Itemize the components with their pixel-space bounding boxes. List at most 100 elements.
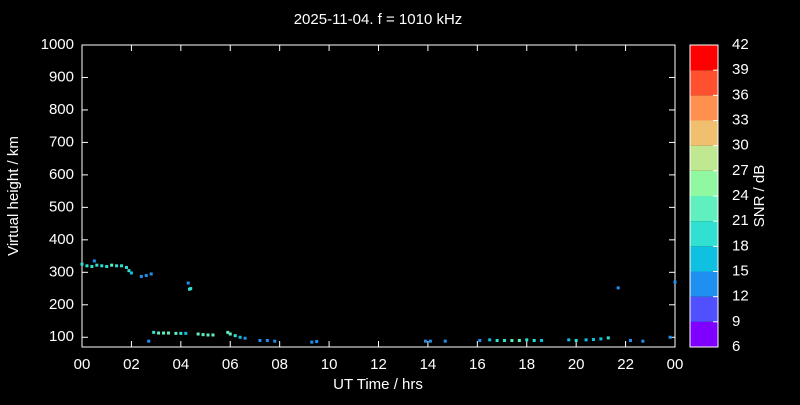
data-point bbox=[233, 334, 237, 338]
colorbar-band bbox=[690, 196, 718, 222]
x-tick-label: 06 bbox=[222, 356, 239, 373]
data-point bbox=[673, 280, 677, 284]
data-point bbox=[540, 339, 544, 343]
colorbar-tick-label: 42 bbox=[732, 36, 749, 53]
data-point bbox=[144, 274, 148, 278]
data-point bbox=[179, 331, 183, 335]
colorbar-tick-label: 15 bbox=[732, 262, 749, 279]
y-tick-label: 1000 bbox=[41, 36, 74, 53]
x-tick-label: 00 bbox=[74, 356, 91, 373]
colorbar-band bbox=[690, 95, 718, 121]
colorbar-band bbox=[690, 70, 718, 96]
y-tick-label: 200 bbox=[49, 296, 74, 313]
data-point bbox=[100, 264, 104, 268]
data-point bbox=[574, 339, 578, 343]
colorbar-band bbox=[690, 321, 718, 347]
data-point bbox=[641, 339, 645, 343]
y-tick-label: 500 bbox=[49, 198, 74, 215]
colorbar-tick-label: 39 bbox=[732, 61, 749, 78]
x-tick-label: 20 bbox=[568, 356, 585, 373]
data-point bbox=[228, 332, 232, 336]
colorbar-band bbox=[690, 296, 718, 322]
colorbar-band bbox=[690, 170, 718, 196]
colorbar-tick-label: 12 bbox=[732, 288, 749, 305]
y-tick-label: 900 bbox=[49, 68, 74, 85]
data-point bbox=[95, 263, 99, 267]
data-point bbox=[90, 264, 94, 268]
y-tick-label: 100 bbox=[49, 328, 74, 345]
colorbar-tick-label: 30 bbox=[732, 137, 749, 154]
data-point bbox=[629, 339, 633, 343]
colorbar-tick-label: 33 bbox=[732, 111, 749, 128]
data-point bbox=[258, 339, 262, 343]
colorbar-band bbox=[690, 120, 718, 146]
chart-title: 2025-11-04. f = 1010 kHz bbox=[294, 11, 463, 28]
data-point bbox=[488, 338, 492, 342]
data-point bbox=[120, 264, 124, 268]
data-point bbox=[80, 262, 84, 266]
data-point bbox=[238, 335, 242, 339]
data-point bbox=[517, 339, 521, 343]
data-point bbox=[503, 339, 507, 343]
colorbar-band bbox=[690, 271, 718, 297]
y-tick-label: 400 bbox=[49, 231, 74, 248]
data-point bbox=[184, 331, 188, 335]
plot-frame bbox=[81, 44, 676, 348]
colorbar-label: SNR / dB bbox=[751, 165, 768, 228]
data-point bbox=[211, 333, 215, 337]
colorbar-tick-label: 36 bbox=[732, 86, 749, 103]
data-point bbox=[616, 286, 620, 290]
data-point bbox=[310, 340, 314, 344]
data-point bbox=[606, 336, 610, 340]
data-point bbox=[174, 331, 178, 335]
colorbar-tick-label: 24 bbox=[732, 187, 749, 204]
data-point bbox=[206, 333, 210, 337]
data-point bbox=[428, 339, 432, 343]
x-tick-label: 02 bbox=[123, 356, 140, 373]
data-point bbox=[139, 275, 143, 279]
data-point bbox=[124, 265, 128, 269]
colorbar-band bbox=[690, 221, 718, 247]
data-point bbox=[147, 339, 151, 343]
colorbar-tick-label: 9 bbox=[732, 313, 740, 330]
colorbar-band bbox=[690, 246, 718, 272]
data-point bbox=[92, 259, 96, 263]
data-point bbox=[166, 331, 170, 335]
x-tick-label: 22 bbox=[617, 356, 634, 373]
data-point bbox=[591, 338, 595, 342]
x-axis-label: UT Time / hrs bbox=[333, 376, 423, 393]
data-point bbox=[157, 331, 161, 335]
data-point bbox=[495, 339, 499, 343]
data-point bbox=[105, 264, 109, 268]
data-point bbox=[567, 338, 571, 342]
data-point bbox=[315, 339, 319, 343]
x-tick-label: 04 bbox=[172, 356, 189, 373]
data-point bbox=[201, 333, 205, 337]
data-point bbox=[423, 339, 427, 343]
colorbar-band bbox=[690, 45, 718, 71]
data-point bbox=[226, 330, 230, 334]
colorbar-band bbox=[690, 145, 718, 171]
data-point bbox=[668, 335, 672, 339]
colorbar-tick-label: 21 bbox=[732, 212, 749, 229]
y-tick-label: 300 bbox=[49, 263, 74, 280]
data-point bbox=[85, 264, 89, 268]
y-axis-label: Virtual height / km bbox=[5, 136, 22, 256]
colorbar-tick-label: 6 bbox=[732, 338, 740, 355]
data-point bbox=[243, 336, 247, 340]
x-tick-label: 16 bbox=[469, 356, 486, 373]
data-point bbox=[273, 339, 277, 343]
data-point bbox=[599, 337, 603, 341]
y-tick-label: 600 bbox=[49, 166, 74, 183]
data-point bbox=[478, 339, 482, 343]
data-point bbox=[532, 339, 536, 343]
data-point bbox=[443, 339, 447, 343]
y-tick-label: 800 bbox=[49, 101, 74, 118]
data-point bbox=[152, 330, 156, 334]
data-point bbox=[115, 264, 119, 268]
data-point bbox=[189, 287, 193, 291]
data-point bbox=[510, 339, 514, 343]
data-point bbox=[162, 331, 166, 335]
x-tick-label: 18 bbox=[518, 356, 535, 373]
x-tick-label: 08 bbox=[271, 356, 288, 373]
